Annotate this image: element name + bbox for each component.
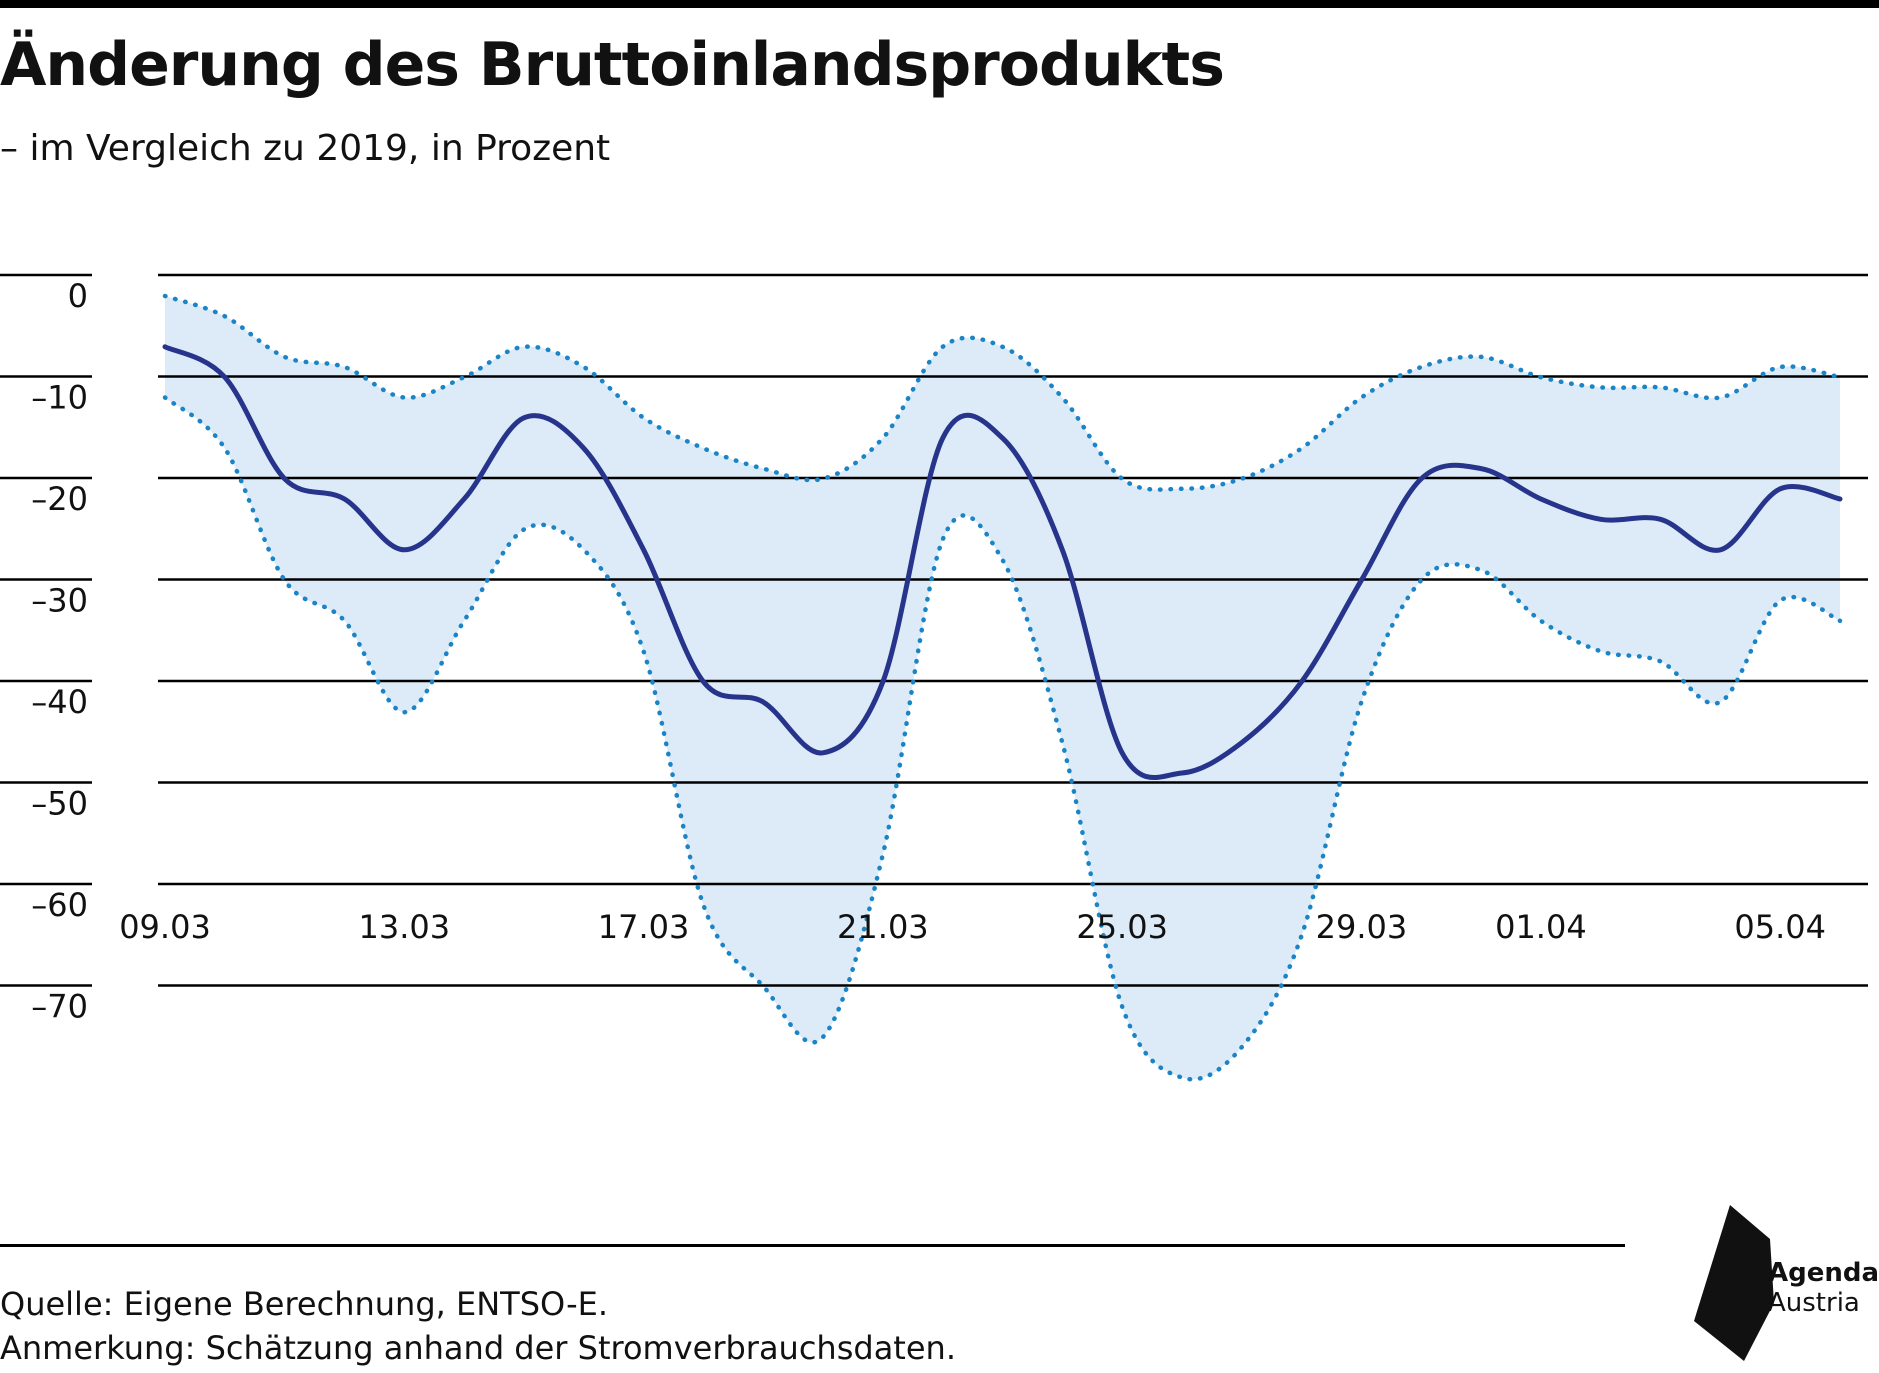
notes: Quelle: Eigene Berechnung, ENTSO-E. Anme… <box>0 1282 956 1370</box>
x-tick-label: 21.03 <box>837 908 929 946</box>
logo-text: Agenda Austria <box>1768 1258 1879 1318</box>
y-tick-label: –40 <box>31 683 88 721</box>
agenda-austria-logo-icon <box>1694 1205 1774 1361</box>
bottom-rule <box>0 1244 1625 1247</box>
y-tick-label: –10 <box>31 379 88 417</box>
y-tick-label: –20 <box>31 480 88 518</box>
y-tick-label: –30 <box>31 582 88 620</box>
annotation-note: Anmerkung: Schätzung anhand der Stromver… <box>0 1329 956 1367</box>
logo-line-1: Agenda <box>1768 1258 1879 1288</box>
chart-subtitle: – im Vergleich zu 2019, in Prozent <box>0 128 611 169</box>
logo-line-2: Austria <box>1768 1288 1860 1318</box>
x-tick-label: 09.03 <box>119 908 211 946</box>
top-rule <box>0 0 1879 8</box>
source-note: Quelle: Eigene Berechnung, ENTSO-E. <box>0 1285 609 1323</box>
x-tick-label: 13.03 <box>358 908 450 946</box>
y-tick-label: 0 <box>68 277 88 315</box>
x-tick-label: 01.04 <box>1495 908 1587 946</box>
gdp-change-chart: 0 –10 –20 –30 –40 –50 –60 –70 09.03 13.03 17.03 21.… <box>0 273 1868 1082</box>
estimate-line <box>162 344 1843 780</box>
x-tick-label: 05.04 <box>1734 908 1826 946</box>
upper-bound-line <box>162 293 1843 492</box>
y-tick-label: –70 <box>31 988 88 1026</box>
y-tick-label: –60 <box>31 886 88 924</box>
x-tick-label: 17.03 <box>598 908 690 946</box>
x-tick-label: 25.03 <box>1076 908 1168 946</box>
x-tick-label: 29.03 <box>1316 908 1408 946</box>
chart-title: Änderung des Bruttoinlandsprodukts <box>0 30 1225 100</box>
lower-bound-line <box>162 395 1843 1082</box>
confidence-band <box>165 296 1840 1080</box>
y-tick-label: –50 <box>31 785 88 823</box>
